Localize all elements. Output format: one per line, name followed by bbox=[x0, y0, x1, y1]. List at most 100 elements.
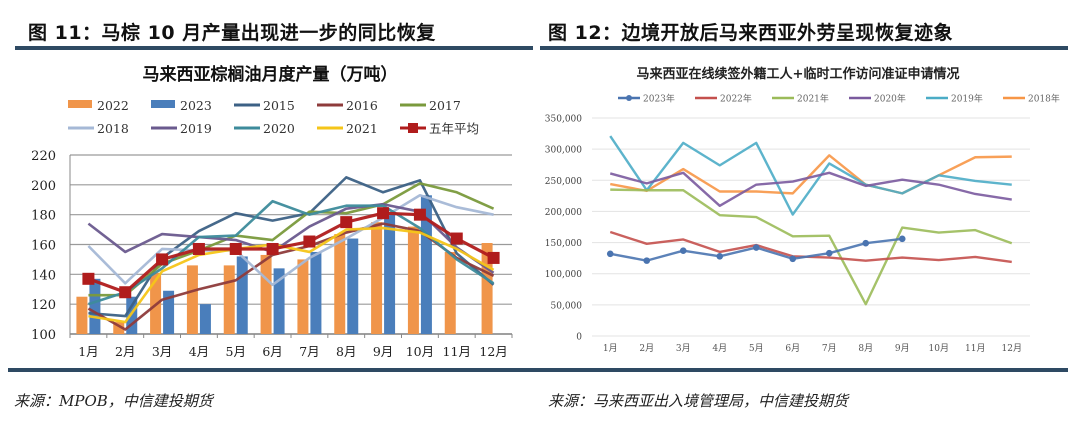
legend-label: 2021年 bbox=[797, 93, 829, 105]
marker-五年平均-1月 bbox=[82, 272, 95, 285]
y-tick-label: 120 bbox=[31, 298, 56, 313]
legend-item-五年平均: 五年平均 bbox=[400, 121, 479, 136]
y-tick-label: 250,000 bbox=[545, 177, 582, 187]
bar-2023-7月 bbox=[310, 251, 322, 334]
x-tick-label: 6月 bbox=[785, 343, 800, 354]
legend-item-2022: 2022 bbox=[68, 98, 129, 113]
y-tick-label: 180 bbox=[31, 209, 56, 224]
x-tick-label: 11月 bbox=[965, 343, 985, 354]
bar-2023-6月 bbox=[273, 268, 285, 334]
y-tick-label: 150,000 bbox=[545, 239, 582, 249]
x-tick-label: 1月 bbox=[78, 344, 98, 359]
marker-五年平均-10月 bbox=[413, 208, 426, 221]
legend-label: 2019 bbox=[180, 121, 212, 136]
x-tick-label: 1月 bbox=[603, 343, 618, 354]
legend-item-2020: 2020 bbox=[234, 121, 295, 136]
marker-2023年-6月 bbox=[789, 255, 797, 263]
legend-label: 2018 bbox=[97, 121, 129, 136]
marker-五年平均-8月 bbox=[340, 216, 353, 229]
bar-2023-2月 bbox=[126, 296, 138, 334]
bar-2022-8月 bbox=[334, 234, 346, 334]
legend-swatch bbox=[151, 100, 175, 108]
marker-2023年-1月 bbox=[606, 250, 614, 258]
marker-2023年-7月 bbox=[825, 249, 833, 257]
marker-五年平均-11月 bbox=[450, 232, 463, 245]
figure-12-caption: 图 12：边境开放后马来西亚外劳呈现恢复迹象 bbox=[548, 22, 954, 44]
legend-marker bbox=[408, 123, 418, 133]
legend-item-2018年: 2018年 bbox=[1003, 93, 1060, 105]
x-tick-label: 5月 bbox=[226, 344, 246, 359]
legend-item-2023年: 2023年 bbox=[618, 93, 675, 105]
legend-label: 2023 bbox=[180, 98, 212, 113]
x-tick-label: 9月 bbox=[895, 343, 910, 354]
marker-五年平均-4月 bbox=[192, 242, 205, 255]
legend-item-2021年: 2021年 bbox=[772, 93, 829, 105]
line-series-2019年 bbox=[609, 135, 1012, 216]
foreign-worker-permit-chart: 马来西亚在线续签外籍工人+临时工作访问准证申请情况 2023年 2022年 2021年… bbox=[545, 66, 1060, 354]
x-tick-label: 7月 bbox=[299, 344, 319, 359]
caption-divider-right bbox=[540, 46, 1068, 50]
legend-label: 2023年 bbox=[643, 93, 675, 105]
y-tick-label: 350,000 bbox=[545, 115, 582, 125]
legend-label: 2020年 bbox=[874, 93, 906, 105]
legend-label: 2021 bbox=[346, 121, 378, 136]
bar-2022-7月 bbox=[297, 259, 309, 334]
x-tick-label: 8月 bbox=[858, 343, 873, 354]
legend-label: 2018年 bbox=[1028, 93, 1060, 105]
source-note-left: 来源：MPOB，中信建投期货 bbox=[14, 392, 213, 410]
legend-item-2020年: 2020年 bbox=[849, 93, 906, 105]
marker-2023年-3月 bbox=[679, 247, 687, 254]
marker-五年平均-7月 bbox=[303, 235, 316, 248]
bar-2023-1月 bbox=[89, 278, 101, 334]
x-tick-label: 10月 bbox=[406, 344, 434, 359]
line-series-2020年 bbox=[609, 171, 1012, 208]
bar-2022-1月 bbox=[76, 296, 88, 334]
marker-五年平均-2月 bbox=[119, 286, 132, 299]
legend-item-2021: 2021 bbox=[317, 121, 378, 136]
source-note-right: 来源：马来西亚出入境管理局，中信建投期货 bbox=[548, 392, 849, 410]
bar-2022-9月 bbox=[371, 222, 383, 334]
legend-item-2019年: 2019年 bbox=[926, 93, 983, 105]
legend-swatch bbox=[68, 100, 92, 108]
bar-2023-3月 bbox=[163, 290, 175, 334]
marker-五年平均-6月 bbox=[266, 242, 279, 255]
chart-title: 马来西亚在线续签外籍工人+临时工作访问准证申请情况 bbox=[637, 66, 960, 82]
x-tick-label: 11月 bbox=[443, 344, 471, 359]
legend-label: 2017 bbox=[429, 98, 461, 113]
x-tick-label: 9月 bbox=[373, 344, 393, 359]
y-tick-label: 100 bbox=[31, 328, 56, 343]
marker-2023年-5月 bbox=[752, 244, 760, 251]
legend-label: 2020 bbox=[263, 121, 295, 136]
y-tick-label: 140 bbox=[31, 268, 56, 283]
line-series-2021 bbox=[88, 226, 495, 324]
legend-item-2023: 2023 bbox=[151, 98, 212, 113]
x-tick-label: 4月 bbox=[189, 344, 209, 359]
bar-2023-9月 bbox=[384, 214, 396, 334]
y-tick-label: 200,000 bbox=[545, 208, 582, 218]
bar-2022-6月 bbox=[260, 254, 272, 334]
legend-label: 五年平均 bbox=[429, 121, 479, 136]
x-tick-label: 4月 bbox=[712, 343, 727, 354]
legend-marker bbox=[626, 95, 632, 101]
x-tick-label: 5月 bbox=[749, 343, 764, 354]
y-tick-label: 300,000 bbox=[545, 146, 582, 156]
line-series-2018 bbox=[87, 193, 494, 287]
marker-五年平均-3月 bbox=[156, 253, 169, 266]
x-tick-label: 12月 bbox=[1002, 343, 1022, 354]
y-tick-label: 220 bbox=[31, 149, 56, 164]
marker-2023年-8月 bbox=[862, 239, 870, 247]
x-tick-label: 7月 bbox=[822, 343, 837, 354]
x-tick-label: 6月 bbox=[262, 344, 282, 359]
x-tick-label: 3月 bbox=[676, 343, 691, 354]
y-tick-label: 50,000 bbox=[551, 301, 583, 311]
legend-item-2018: 2018 bbox=[68, 121, 129, 136]
legend-item-2016: 2016 bbox=[317, 98, 378, 113]
line-series-2017 bbox=[88, 182, 495, 297]
legend-label: 2019年 bbox=[951, 93, 983, 105]
footer-divider bbox=[8, 368, 1068, 372]
x-tick-label: 8月 bbox=[336, 344, 356, 359]
legend-item-2022年: 2022年 bbox=[695, 93, 752, 105]
bar-2023-8月 bbox=[347, 238, 359, 334]
bar-2022-11月 bbox=[444, 251, 456, 334]
bar-2023-10月 bbox=[420, 195, 432, 334]
